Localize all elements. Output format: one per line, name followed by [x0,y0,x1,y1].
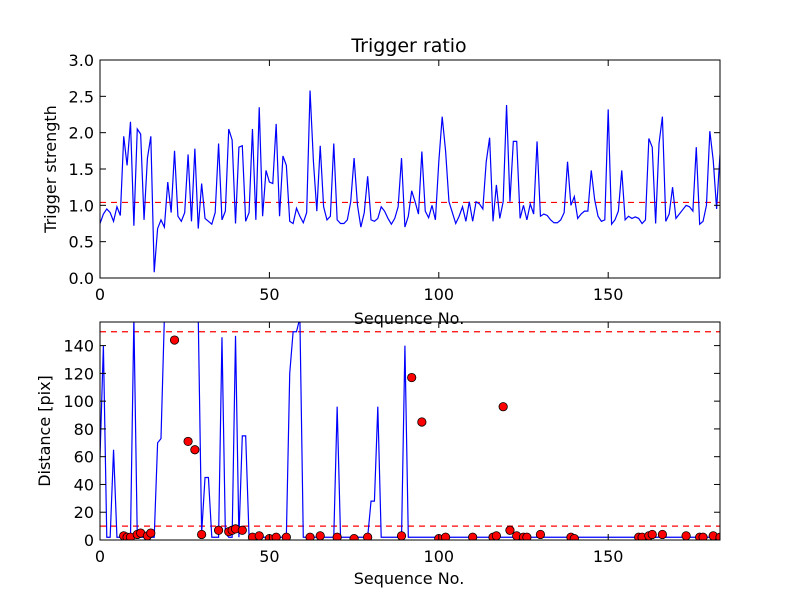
top-ytick-label-1: 0.5 [69,233,94,252]
bottom-marker-45 [647,529,657,540]
bottom-plot-data [100,322,720,540]
bottom-xtick-label-0: 0 [95,547,105,566]
bottom-marker-27 [407,372,417,383]
top-ytick-label-4: 2.0 [69,124,94,143]
bottom-clipped-group [100,322,720,540]
bottom-marker-33 [491,531,501,540]
bottom-marker-34 [498,402,508,412]
top-axis-ticks: 0 50 100 150 0.0 0.5 1.0 1.5 2.0 2.5 3.0 [69,51,720,304]
bottom-ytick-label-5: 100 [63,392,94,411]
top-chart-title: Trigger ratio [350,35,466,57]
bottom-marker-7 [169,335,180,345]
bottom-marker-49 [698,532,708,540]
bottom-marker-11 [213,525,224,535]
bottom-marker-21 [305,532,315,540]
bottom-axes-frame [99,321,721,541]
bottom-marker-22 [315,531,325,540]
bottom-marker-39 [535,529,546,540]
bottom-marker-23 [332,532,342,540]
bottom-marker-17 [254,531,264,540]
top-ytick-label-6: 3.0 [69,51,94,70]
bottom-marker-31 [468,532,478,540]
bottom-marker-9 [190,445,200,455]
bottom-marker-47 [681,531,691,540]
bottom-ytick-label-7: 140 [63,337,94,356]
bottom-ytick-label-1: 20 [74,503,94,522]
bottom-ytick-label-2: 40 [74,475,94,494]
bottom-xtick-label-1: 50 [259,547,279,566]
top-x-axis-label: Sequence No. [354,309,465,328]
bottom-xtick-label-3: 150 [593,547,624,566]
top-xtick-label-2: 100 [424,285,455,304]
bottom-ytick-label-0: 0 [84,531,94,550]
top-xtick-label-0: 0 [95,285,105,304]
top-plot-data [100,90,720,273]
bottom-marker-19 [271,532,281,540]
bottom-marker-26 [396,531,407,540]
bottom-marker-25 [363,532,373,540]
bottom-y-axis-label: Distance [pix] [35,375,54,487]
bottom-ytick-label-3: 60 [74,448,94,467]
top-xtick-label-3: 150 [593,285,624,304]
top-y-axis-label: Trigger strength [41,105,60,234]
top-series-line-0 [100,90,720,273]
top-ytick-label-5: 2.5 [69,87,94,106]
bottom-axis-ticks: 0 50 100 150 0 20 40 60 80 100 120 140 [63,322,720,566]
bottom-ytick-label-4: 80 [74,420,94,439]
bottom-marker-10 [197,529,207,540]
bottom-marker-15 [237,525,247,535]
bottom-marker-20 [281,532,291,540]
bottom-marker-46 [657,529,668,540]
bottom-series-line-0 [100,322,720,538]
top-clipped-group [100,90,720,273]
bottom-marker-30 [440,532,451,540]
top-xtick-label-1: 50 [259,285,279,304]
bottom-marker-41 [569,534,579,540]
bottom-ytick-label-6: 120 [63,364,94,383]
bottom-marker-8 [183,436,193,447]
bottom-marker-24 [349,534,359,540]
bottom-xtick-label-2: 100 [424,547,455,566]
bottom-marker-38 [522,532,532,540]
bottom-x-axis-label: Sequence No. [354,569,465,588]
top-ytick-label-2: 1.0 [69,196,94,215]
bottom-marker-28 [417,417,427,427]
bottom-marker-35 [505,525,515,535]
top-ytick-label-0: 0.0 [69,269,94,288]
top-ytick-label-3: 1.5 [69,160,94,179]
bottom-marker-6 [146,528,156,538]
